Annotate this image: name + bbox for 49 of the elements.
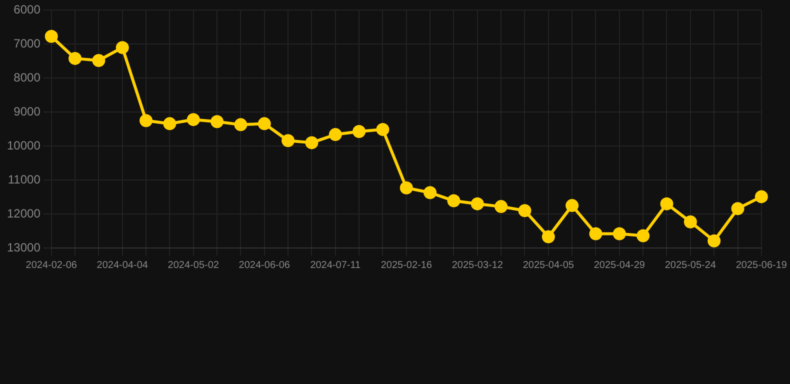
point xyxy=(92,54,106,67)
y-tick-label: 7000 xyxy=(14,36,41,50)
x-tick-label: 2024-07-11 xyxy=(310,260,362,271)
point xyxy=(352,124,366,138)
point xyxy=(68,52,82,65)
x-tick-label: 2024-04-04 xyxy=(96,260,148,271)
point xyxy=(328,128,342,142)
point xyxy=(282,134,295,148)
y-tick-label: 13000 xyxy=(6,240,41,254)
point xyxy=(612,227,626,240)
y-tick-label: 6000 xyxy=(14,2,41,17)
point xyxy=(258,117,271,130)
point xyxy=(684,215,697,228)
x-tick-label: 2025-04-05 xyxy=(522,260,574,271)
point xyxy=(400,181,413,194)
x-tick-label: 2025-03-12 xyxy=(452,260,504,271)
x-tick-label: 2025-06-19 xyxy=(736,260,788,271)
point xyxy=(116,41,129,54)
point xyxy=(447,194,460,208)
point xyxy=(470,197,484,210)
point xyxy=(660,197,674,210)
x-tick-label: 2025-05-24 xyxy=(664,260,716,271)
y-tick-label: 12000 xyxy=(6,206,41,220)
point xyxy=(589,227,602,240)
point xyxy=(186,113,200,126)
point xyxy=(708,234,721,248)
point xyxy=(210,115,224,128)
point xyxy=(376,122,390,136)
point xyxy=(754,190,768,204)
y-tick-label: 11000 xyxy=(8,172,41,186)
x-tick-label: 2024-02-06 xyxy=(26,260,78,271)
point xyxy=(518,204,532,218)
x-tick-label: 2024-05-02 xyxy=(168,260,220,271)
point xyxy=(163,117,176,130)
x-tick-label: 2025-04-29 xyxy=(594,260,646,271)
point xyxy=(731,202,744,216)
point xyxy=(424,186,437,200)
point xyxy=(566,199,579,212)
y-tick-label: 10000 xyxy=(6,138,41,152)
point xyxy=(140,114,153,128)
point xyxy=(305,136,318,150)
point xyxy=(542,230,555,244)
y-tick-label: 8000 xyxy=(14,70,41,84)
point xyxy=(234,118,248,132)
point xyxy=(636,229,650,242)
x-tick-label: 2025-02-16 xyxy=(380,260,432,271)
y-tick-label: 9000 xyxy=(14,104,41,118)
x-tick-label: 2024-06-06 xyxy=(238,260,290,271)
point xyxy=(494,200,508,214)
